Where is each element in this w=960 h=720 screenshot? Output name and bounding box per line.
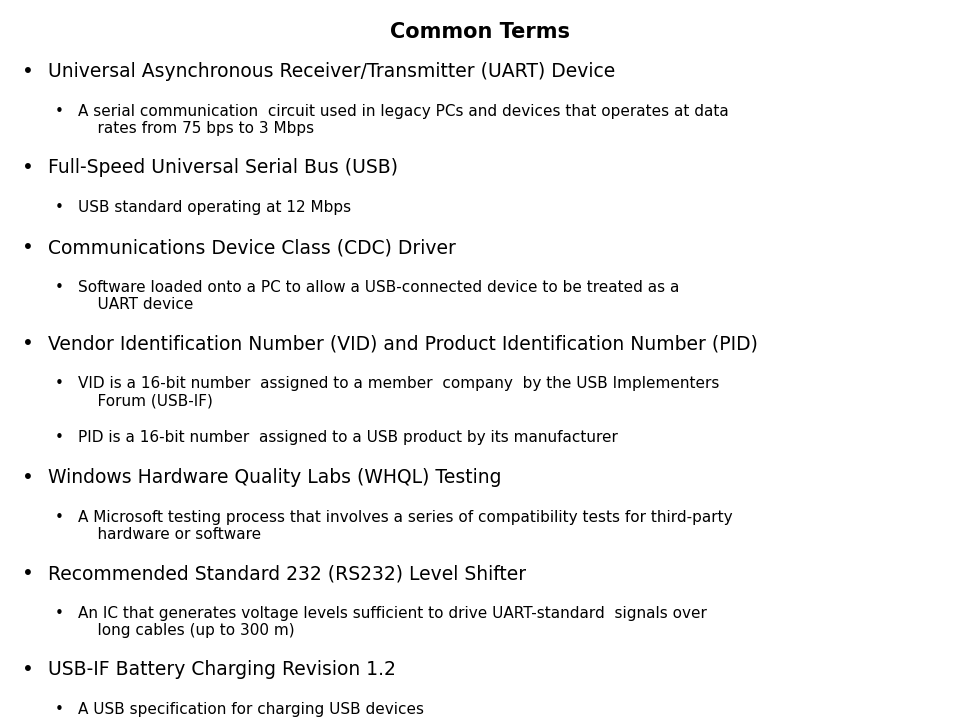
Text: USB standard operating at 12 Mbps: USB standard operating at 12 Mbps	[78, 200, 351, 215]
Text: •: •	[22, 158, 34, 177]
Text: •: •	[55, 376, 64, 391]
Text: •: •	[55, 280, 64, 295]
Text: •: •	[55, 104, 64, 119]
Text: •: •	[22, 564, 34, 583]
Text: •: •	[55, 510, 64, 525]
Text: Communications Device Class (CDC) Driver: Communications Device Class (CDC) Driver	[48, 238, 456, 257]
Text: Vendor Identification Number (VID) and Product Identification Number (PID): Vendor Identification Number (VID) and P…	[48, 334, 757, 353]
Text: •: •	[55, 200, 64, 215]
Text: •: •	[22, 62, 34, 81]
Text: Full-Speed Universal Serial Bus (USB): Full-Speed Universal Serial Bus (USB)	[48, 158, 398, 177]
Text: A serial communication  circuit used in legacy PCs and devices that operates at : A serial communication circuit used in l…	[78, 104, 729, 136]
Text: Common Terms: Common Terms	[390, 22, 570, 42]
Text: •: •	[55, 430, 64, 445]
Text: •: •	[22, 468, 34, 487]
Text: VID is a 16-bit number  assigned to a member  company  by the USB Implementers
 : VID is a 16-bit number assigned to a mem…	[78, 376, 719, 408]
Text: •: •	[22, 238, 34, 257]
Text: Software loaded onto a PC to allow a USB-connected device to be treated as a
   : Software loaded onto a PC to allow a USB…	[78, 280, 680, 312]
Text: •: •	[22, 334, 34, 353]
Text: •: •	[55, 606, 64, 621]
Text: Windows Hardware Quality Labs (WHQL) Testing: Windows Hardware Quality Labs (WHQL) Tes…	[48, 468, 501, 487]
Text: PID is a 16-bit number  assigned to a USB product by its manufacturer: PID is a 16-bit number assigned to a USB…	[78, 430, 618, 445]
Text: USB-IF Battery Charging Revision 1.2: USB-IF Battery Charging Revision 1.2	[48, 660, 396, 679]
Text: An IC that generates voltage levels sufficient to drive UART-standard  signals o: An IC that generates voltage levels suff…	[78, 606, 707, 639]
Text: Universal Asynchronous Receiver/Transmitter (UART) Device: Universal Asynchronous Receiver/Transmit…	[48, 62, 615, 81]
Text: Recommended Standard 232 (RS232) Level Shifter: Recommended Standard 232 (RS232) Level S…	[48, 564, 526, 583]
Text: •: •	[55, 702, 64, 717]
Text: •: •	[22, 660, 34, 679]
Text: A USB specification for charging USB devices: A USB specification for charging USB dev…	[78, 702, 424, 717]
Text: A Microsoft testing process that involves a series of compatibility tests for th: A Microsoft testing process that involve…	[78, 510, 732, 542]
